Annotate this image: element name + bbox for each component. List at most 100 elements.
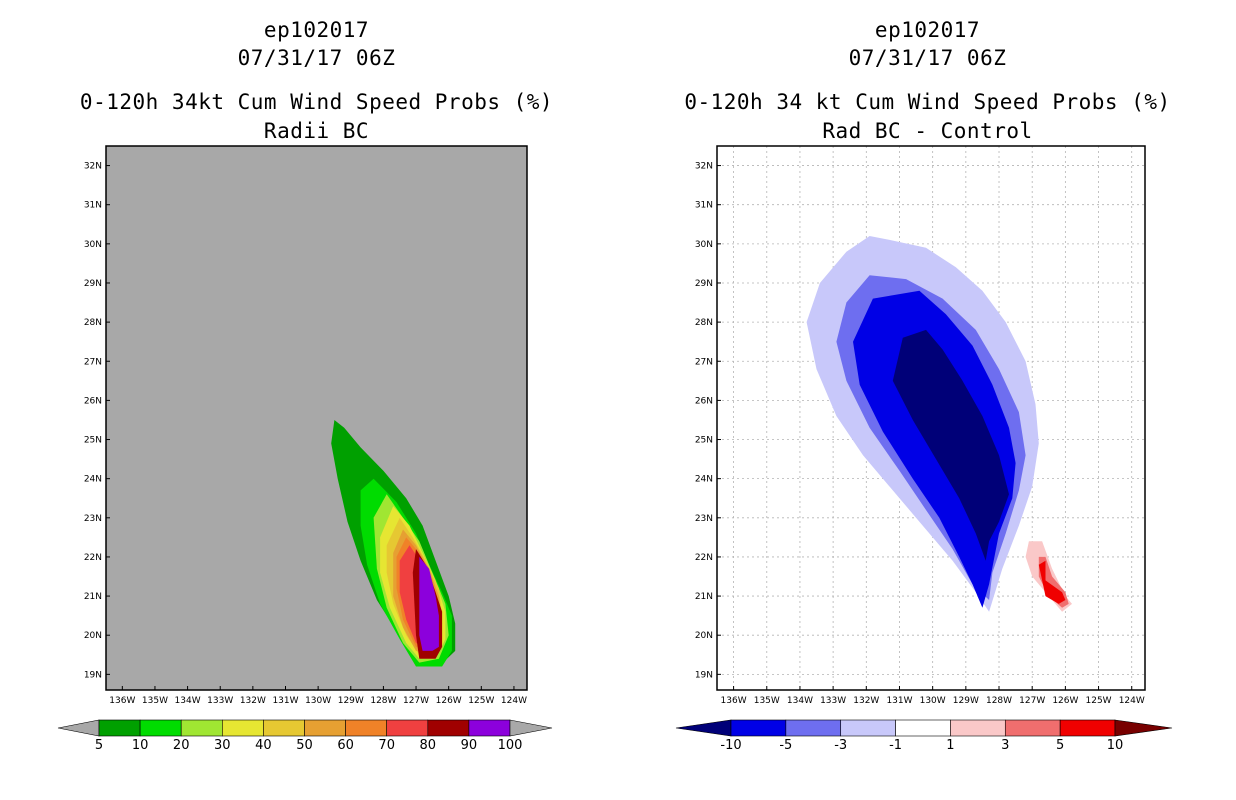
left-colorbar-swatch [345, 719, 388, 737]
left-plot-background [106, 146, 527, 690]
right-ytick-label: 27N [695, 357, 713, 367]
left-xtick-label: 134W [175, 696, 201, 706]
right-ytick-label: 26N [695, 396, 713, 406]
right-colorbar-label: -1 [889, 738, 902, 753]
left-colorbar-label: 90 [461, 738, 478, 753]
right-xtick-label: 135W [754, 696, 780, 706]
right-xtick-label: 126W [1052, 696, 1078, 706]
right-colorbar-swatch [1004, 719, 1061, 737]
right-colorbar-swatch [840, 719, 896, 737]
left-datetime: 07/31/17 06Z [237, 46, 396, 70]
left-chart-subtitle: Radii BC [263, 119, 370, 143]
right-colorbar-swatch [1059, 719, 1116, 737]
right-xtick-label: 125W [1086, 696, 1112, 706]
right-ytick-label: 31N [695, 201, 713, 211]
right-ytick-label: 30N [695, 240, 713, 250]
right-ytick-label: 23N [695, 514, 713, 524]
left-xtick-label: 131W [272, 696, 298, 706]
left-colorbar-swatch [386, 719, 429, 737]
right-xtick-label: 134W [787, 696, 813, 706]
left-ytick-label: 20N [84, 631, 102, 641]
left-storm-id: ep102017 [263, 18, 370, 42]
left-colorbar-swatch [263, 719, 305, 737]
left-contour-90 [419, 556, 439, 651]
right-colorbar-low-tip [675, 719, 732, 737]
right-colorbar-label: 10 [1107, 738, 1124, 753]
right-xtick-label: 130W [920, 696, 946, 706]
right-xtick-label: 129W [953, 696, 979, 706]
right-ytick-label: 20N [695, 631, 713, 641]
right-colorbar-swatch [895, 719, 951, 737]
left-colorbar-swatch [98, 719, 141, 737]
right-colorbar-high-tip [1114, 719, 1173, 737]
left-chart-title: 0-120h 34kt Cum Wind Speed Probs (%) [79, 90, 554, 114]
right-datetime: 07/31/17 06Z [848, 46, 1007, 70]
left-colorbar-label: 100 [498, 738, 523, 753]
right-xtick-label: 136W [721, 696, 747, 706]
right-colorbar-swatch [785, 719, 842, 737]
right-colorbar-label: 3 [1001, 738, 1009, 753]
left-xtick-label: 127W [403, 696, 429, 706]
left-colorbar-high-tip [509, 719, 553, 737]
left-xtick-label: 133W [207, 696, 233, 706]
right-xtick-label: 128W [986, 696, 1012, 706]
left-ytick-label: 24N [84, 475, 102, 485]
left-colorbar-swatch [139, 719, 182, 737]
left-ytick-label: 27N [84, 357, 102, 367]
left-ytick-label: 28N [84, 318, 102, 328]
right-ytick-label: 21N [695, 592, 713, 602]
left-xtick-label: 132W [240, 696, 266, 706]
left-xtick-label: 136W [109, 696, 135, 706]
left-colorbar-swatch [468, 719, 511, 737]
left-colorbar-swatch [427, 719, 470, 737]
right-storm-id: ep102017 [874, 18, 981, 42]
left-colorbar-label: 60 [337, 738, 354, 753]
left-colorbar-label: 40 [255, 738, 272, 753]
left-colorbar-label: 70 [378, 738, 395, 753]
right-chart-title: 0-120h 34 kt Cum Wind Speed Probs (%) [684, 90, 1171, 114]
right-ytick-label: 29N [695, 279, 713, 289]
left-colorbar-label: 50 [296, 738, 313, 753]
left-ytick-label: 30N [84, 240, 102, 250]
right-colorbar-label: -10 [720, 738, 741, 753]
left-xtick-label: 130W [305, 696, 331, 706]
right-xtick-label: 133W [820, 696, 846, 706]
right-chart-subtitle: Rad BC - Control [822, 119, 1033, 143]
left-contour-group [331, 420, 456, 667]
right-colorbar-swatch [950, 719, 1006, 737]
right-ytick-label: 24N [695, 475, 713, 485]
right-xtick-label: 131W [886, 696, 912, 706]
left-colorbar-label: 20 [173, 738, 190, 753]
left-colorbar-label: 30 [214, 738, 231, 753]
right-colorbar-label: 5 [1056, 738, 1064, 753]
left-colorbar-low-tip [57, 719, 100, 737]
right-contour-5 [1038, 560, 1066, 604]
left-colorbar-label: 80 [420, 738, 437, 753]
left-ytick-label: 21N [84, 592, 102, 602]
right-ytick-label: 32N [695, 162, 713, 172]
left-ytick-label: 29N [84, 279, 102, 289]
left-ytick-label: 25N [84, 436, 102, 446]
right-xtick-label: 124W [1119, 696, 1145, 706]
left-colorbar-swatch [304, 719, 346, 737]
right-colorbar-label: -5 [779, 738, 792, 753]
right-xtick-label: 127W [1019, 696, 1045, 706]
left-plot-frame [105, 145, 528, 691]
right-plot-frame [716, 145, 1146, 691]
left-xtick-label: 126W [436, 696, 462, 706]
right-colorbar-label: 1 [946, 738, 954, 753]
left-colorbar-label: 5 [95, 738, 103, 753]
left-xtick-label: 124W [501, 696, 527, 706]
right-ytick-label: 25N [695, 436, 713, 446]
left-colorbar-swatch [222, 719, 264, 737]
left-ytick-label: 32N [84, 162, 102, 172]
left-ytick-label: 23N [84, 514, 102, 524]
right-ytick-label: 22N [695, 553, 713, 563]
left-colorbar-swatch [180, 719, 223, 737]
left-xtick-label: 135W [142, 696, 168, 706]
right-ytick-label: 19N [695, 670, 713, 680]
left-ytick-label: 31N [84, 201, 102, 211]
left-xtick-label: 128W [370, 696, 396, 706]
right-contour-neg10 [892, 329, 1009, 561]
